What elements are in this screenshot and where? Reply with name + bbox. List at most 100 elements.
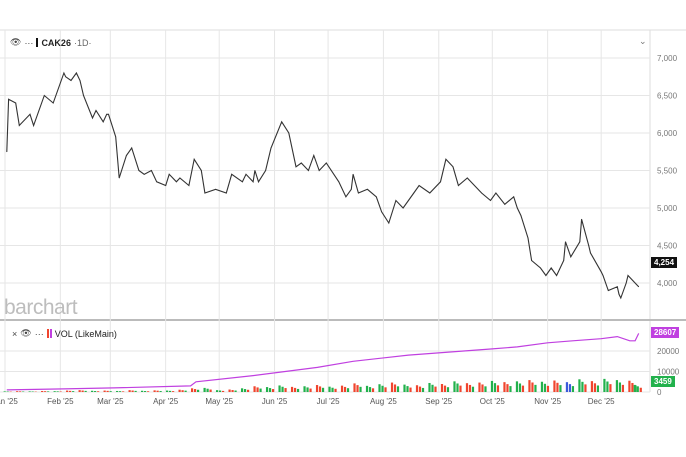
volume-bar [468,384,472,392]
volume-bar [144,391,147,392]
more-options-icon[interactable]: ··· [24,37,34,48]
chevron-down-icon[interactable]: ⌄ [639,36,647,46]
volume-bar [446,387,450,392]
price-point [581,218,582,220]
price-point [92,117,93,119]
volume-bar [215,390,219,392]
interval-label[interactable]: ·1D· [73,37,92,48]
volume-bar [568,384,572,392]
volume-bar [69,390,72,392]
volume-bar [84,390,87,392]
price-point [520,215,522,216]
price-point [168,173,170,175]
price-point [531,260,532,261]
volume-bar [509,386,512,392]
volume-bar [103,390,106,392]
price-point [466,177,468,179]
price-point [325,162,327,164]
volume-bar [506,384,509,392]
volume-bar [243,389,247,392]
price-point [270,147,272,149]
price-point [350,188,352,190]
price-point [495,192,497,194]
volume-bar [109,391,112,392]
main-legend: 👁 ··· CAK26 ·1D· [10,37,91,48]
volume-bar [371,388,375,392]
last-price-tag: 4,254 [651,257,678,268]
price-point [8,98,9,100]
volume-bar [543,383,547,392]
price-point [245,173,247,175]
barchart-logo: barchart [4,296,78,319]
volume-bar [66,390,69,392]
volume-bar [353,383,356,392]
volume-bar [81,390,84,392]
volume-bar [356,385,359,392]
volume-bar [256,387,259,392]
volume-bar [443,385,447,392]
price-point [452,166,454,168]
close-icon[interactable]: × [12,328,18,339]
volume-tick-label: 10000 [657,368,680,377]
price-point [375,196,377,198]
volume-bar [556,382,559,392]
price-point [600,271,602,273]
price-point [281,121,283,123]
volume-bar [628,380,631,392]
volume-bar [41,390,44,392]
volume-bar [534,384,537,392]
price-point [52,102,54,104]
volume-bar [318,386,322,392]
price-point [388,222,390,224]
volume-bar [571,386,575,392]
price-point [95,110,97,111]
volume-bar [406,386,409,392]
x-tick-label: Jun '25 [262,397,288,406]
x-tick-label: Mar '25 [97,397,124,406]
volume-bar [521,385,525,392]
price-point [445,158,447,160]
volume-bar [578,379,581,392]
volume-bar [328,386,331,392]
more-options-icon[interactable]: ··· [34,328,44,339]
volume-tick-label: 0 [657,388,662,397]
volume-bar [53,391,56,392]
volume-bar [440,384,444,392]
volume-bar [343,386,347,392]
price-point [481,192,482,194]
price-point [65,76,67,78]
price-point [204,192,206,194]
volume-bar [621,384,625,392]
volume-bar [368,387,372,392]
price-point [607,290,609,291]
price-point [193,158,195,160]
price-point [102,121,104,123]
volume-bar [631,382,634,392]
price-point [252,181,254,183]
price-point [131,147,133,149]
eye-icon[interactable]: 👁 [10,37,22,47]
price-point [620,297,622,299]
volume-bar [403,384,406,392]
price-point [179,177,181,179]
volume-bar [72,391,75,392]
eye-icon[interactable]: 👁 [20,328,32,338]
volume-bar [231,390,234,392]
volume-bar [553,380,556,392]
volume-bar [531,382,534,392]
volume-bar [259,388,262,392]
volume-bar [97,391,100,392]
price-point [29,113,31,115]
volume-bar [16,391,19,392]
price-point [418,185,420,186]
volume-bar [596,385,600,392]
price-point [513,196,515,198]
price-point [602,275,604,276]
price-point [15,102,17,104]
volume-bar [465,383,469,392]
price-point [63,72,65,74]
x-tick-label: Oct '25 [480,397,506,406]
volume-bar [265,387,269,392]
price-point [254,170,256,171]
